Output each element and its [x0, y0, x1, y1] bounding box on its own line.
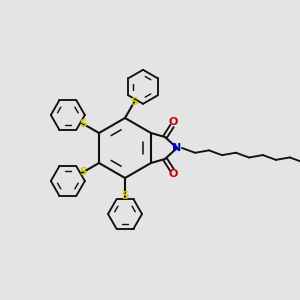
- Text: O: O: [168, 117, 178, 127]
- Text: S: S: [121, 191, 129, 201]
- Text: O: O: [168, 169, 178, 179]
- Text: S: S: [80, 167, 87, 177]
- Text: N: N: [172, 143, 182, 153]
- Text: S: S: [80, 119, 87, 129]
- Text: S: S: [130, 98, 138, 107]
